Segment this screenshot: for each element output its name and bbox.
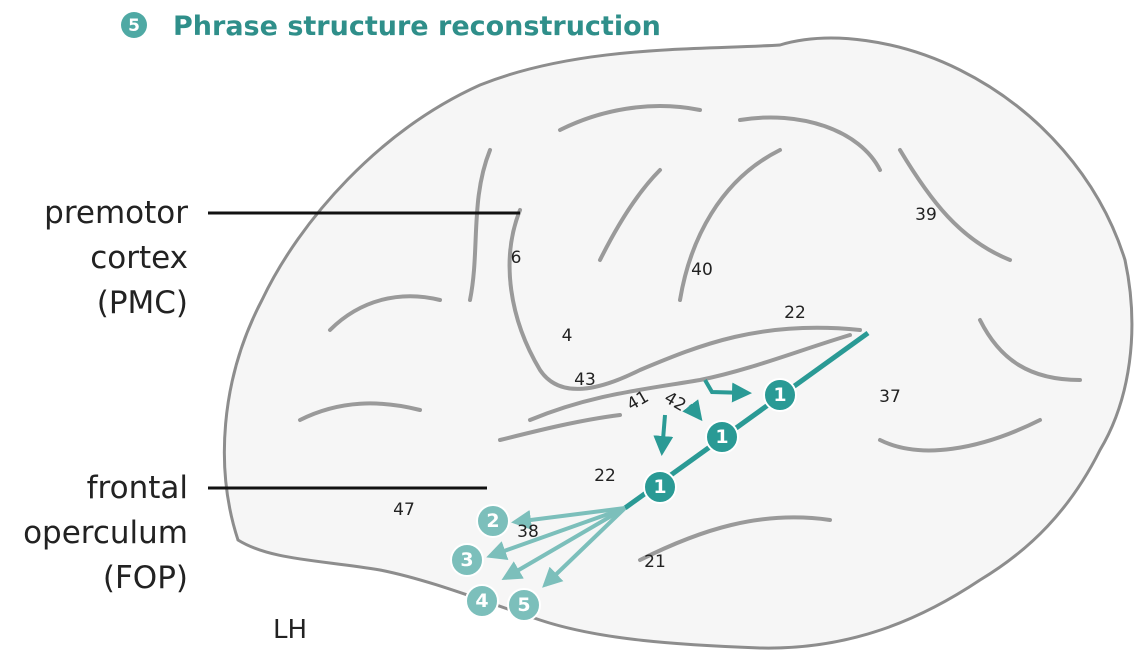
hemisphere-label: LH bbox=[273, 615, 307, 645]
node-number: 1 bbox=[715, 426, 728, 448]
region-label: premotor bbox=[44, 195, 188, 231]
title: Phrase structure reconstruction bbox=[173, 11, 661, 42]
area-number: 22 bbox=[594, 466, 616, 486]
node-number: 5 bbox=[517, 594, 530, 616]
area-number: 4 bbox=[562, 326, 573, 346]
area-number: 38 bbox=[517, 522, 539, 542]
area-number: 21 bbox=[644, 552, 666, 572]
region-label: cortex bbox=[90, 240, 188, 276]
region-label: frontal bbox=[87, 470, 188, 506]
node-number: 4 bbox=[475, 590, 488, 612]
area-number: 40 bbox=[691, 260, 713, 280]
area-number: 47 bbox=[393, 500, 415, 520]
area-number: 22 bbox=[784, 303, 806, 323]
node-number: 1 bbox=[653, 476, 666, 498]
node-number: 1 bbox=[773, 384, 786, 406]
area-number: 39 bbox=[915, 205, 937, 225]
area-number: 6 bbox=[511, 248, 522, 268]
diagram: 5 Phrase structure reconstruction premot… bbox=[0, 0, 1140, 657]
node-number: 3 bbox=[460, 549, 473, 571]
region-label: operculum bbox=[23, 515, 188, 551]
badge-number: 5 bbox=[128, 16, 140, 36]
region-label: (PMC) bbox=[97, 285, 188, 321]
area-number: 37 bbox=[879, 387, 901, 407]
area-number: 43 bbox=[574, 370, 596, 390]
node-number: 2 bbox=[486, 510, 499, 532]
region-label: (FOP) bbox=[103, 560, 188, 596]
